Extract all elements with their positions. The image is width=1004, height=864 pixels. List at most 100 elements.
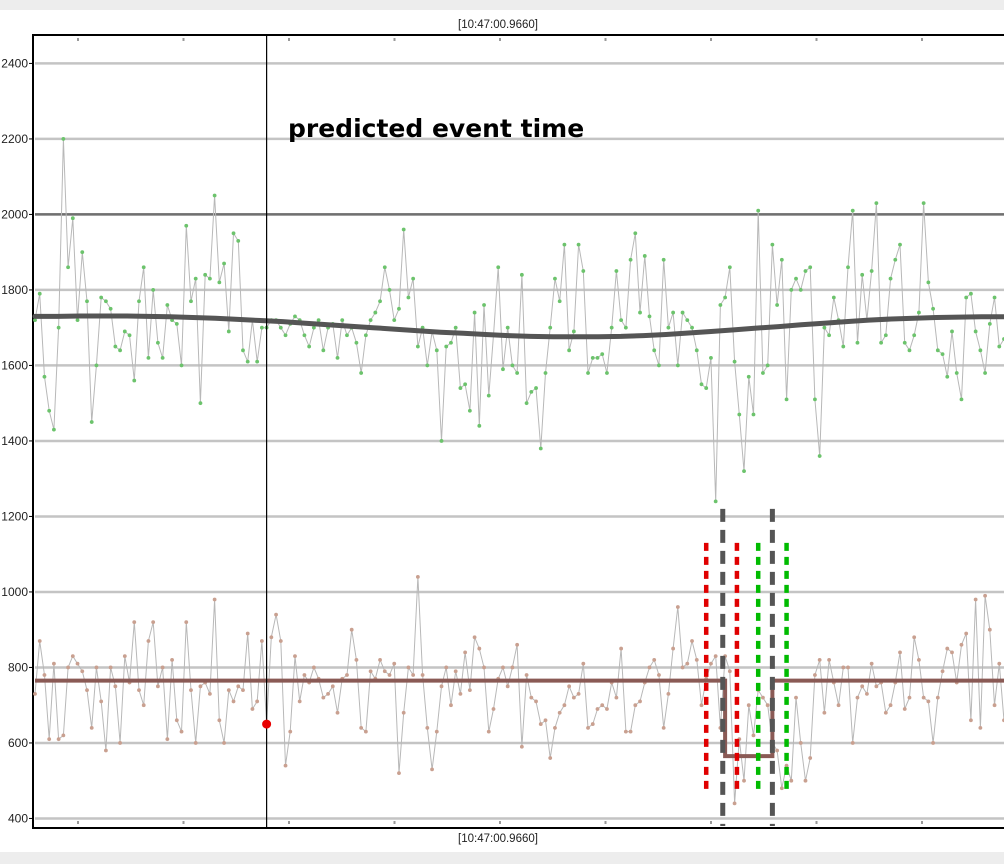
lower-data-point <box>151 620 156 625</box>
upper-data-point <box>165 303 170 307</box>
upper-data-point <box>723 295 728 300</box>
upper-data-point <box>534 386 538 390</box>
lower-data-point <box>860 684 865 689</box>
lower-data-point <box>118 741 122 745</box>
upper-data-point <box>742 469 746 474</box>
upper-data-point <box>482 303 486 307</box>
lower-data-point <box>794 695 798 700</box>
upper-data-point <box>85 299 89 304</box>
upper-data-point <box>340 318 345 323</box>
upper-data-point <box>307 344 312 349</box>
lower-data-point <box>505 684 510 689</box>
lower-data-point <box>155 684 160 689</box>
lower-data-point <box>222 741 226 745</box>
lower-data-point <box>638 699 642 704</box>
upper-data-point <box>335 355 340 360</box>
upper-data-point <box>56 325 61 330</box>
lower-data-point <box>94 665 99 670</box>
lower-data-point <box>713 654 718 659</box>
upper-data-point <box>992 295 997 300</box>
y-tick-label: 600 <box>8 736 28 750</box>
upper-data-point <box>37 291 42 296</box>
upper-data-point <box>52 427 56 432</box>
upper-data-point <box>259 325 264 330</box>
lower-data-point <box>865 691 869 696</box>
upper-data-point <box>775 303 780 307</box>
lower-trend-line <box>35 678 1004 759</box>
lower-data-point <box>600 703 605 708</box>
upper-data-point <box>567 348 572 353</box>
upper-data-point <box>917 310 921 315</box>
lower-data-point <box>293 654 297 659</box>
upper-data-point <box>463 382 468 387</box>
lower-data-point <box>614 695 619 700</box>
lower-data-point <box>311 665 316 670</box>
upper-data-point <box>553 276 557 281</box>
upper-data-point <box>619 318 624 323</box>
upper-data-point <box>590 355 595 360</box>
lower-data-point <box>775 748 780 753</box>
lower-data-point <box>850 741 855 745</box>
upper-data-point <box>902 340 907 345</box>
lower-data-point <box>732 801 737 806</box>
lower-data-point <box>671 646 676 651</box>
upper-data-point <box>779 257 784 262</box>
lower-data-point <box>330 684 335 689</box>
upper-data-point <box>449 340 453 345</box>
frame-tick-bottom <box>921 821 923 824</box>
lower-data-point <box>529 695 534 700</box>
lower-data-point <box>104 748 108 753</box>
lower-data-point <box>699 703 704 708</box>
upper-data-point <box>964 295 969 300</box>
frame-tick-top <box>288 38 290 41</box>
lower-data-point <box>207 691 212 696</box>
lower-data-point <box>302 673 307 677</box>
upper-data-point <box>841 344 846 349</box>
upper-data-point <box>519 272 524 277</box>
upper-data-point <box>198 401 203 406</box>
lower-data-point <box>557 710 562 715</box>
upper-data-point <box>501 367 505 372</box>
upper-data-point <box>860 272 865 277</box>
lower-data-point <box>619 646 624 651</box>
lower-data-point <box>628 729 633 734</box>
upper-data-point <box>425 363 430 368</box>
upper-data-point <box>562 242 567 247</box>
upper-data-point <box>146 355 151 360</box>
upper-data-point <box>184 223 189 228</box>
upper-data-point <box>657 363 661 368</box>
upper-data-point <box>80 250 85 255</box>
lower-data-point <box>477 646 482 651</box>
annotation-text: predicted event time <box>288 114 584 143</box>
lower-data-point <box>675 605 680 609</box>
upper-data-point <box>935 348 940 353</box>
lower-data-point <box>66 665 70 670</box>
lower-data-point <box>633 703 638 708</box>
lower-data-point <box>666 691 671 696</box>
upper-data-point <box>89 420 94 424</box>
upper-data-point <box>671 310 676 315</box>
upper-data-point <box>713 499 718 504</box>
upper-data-point <box>439 439 444 443</box>
upper-data-point <box>401 227 406 232</box>
lower-data-point <box>987 627 992 632</box>
lower-data-point <box>434 729 439 734</box>
upper-data-point <box>950 329 954 334</box>
upper-trend-line <box>32 313 1004 340</box>
predicted-event-marker <box>262 719 272 729</box>
upper-data-point <box>66 265 70 270</box>
lower-data-point <box>108 665 113 670</box>
frame-tick-top <box>815 38 818 41</box>
bottom-footer-band <box>0 828 1004 852</box>
lower-data-point <box>137 688 141 692</box>
lower-data-point <box>259 639 264 643</box>
lower-data-point <box>411 673 416 677</box>
upper-data-point <box>189 299 193 304</box>
lower-data-point <box>742 778 746 783</box>
frame-tick-top <box>393 38 396 41</box>
lower-data-point <box>226 688 231 692</box>
upper-data-point <box>467 408 472 413</box>
lower-data-point <box>534 699 538 704</box>
upper-data-point <box>704 386 709 390</box>
